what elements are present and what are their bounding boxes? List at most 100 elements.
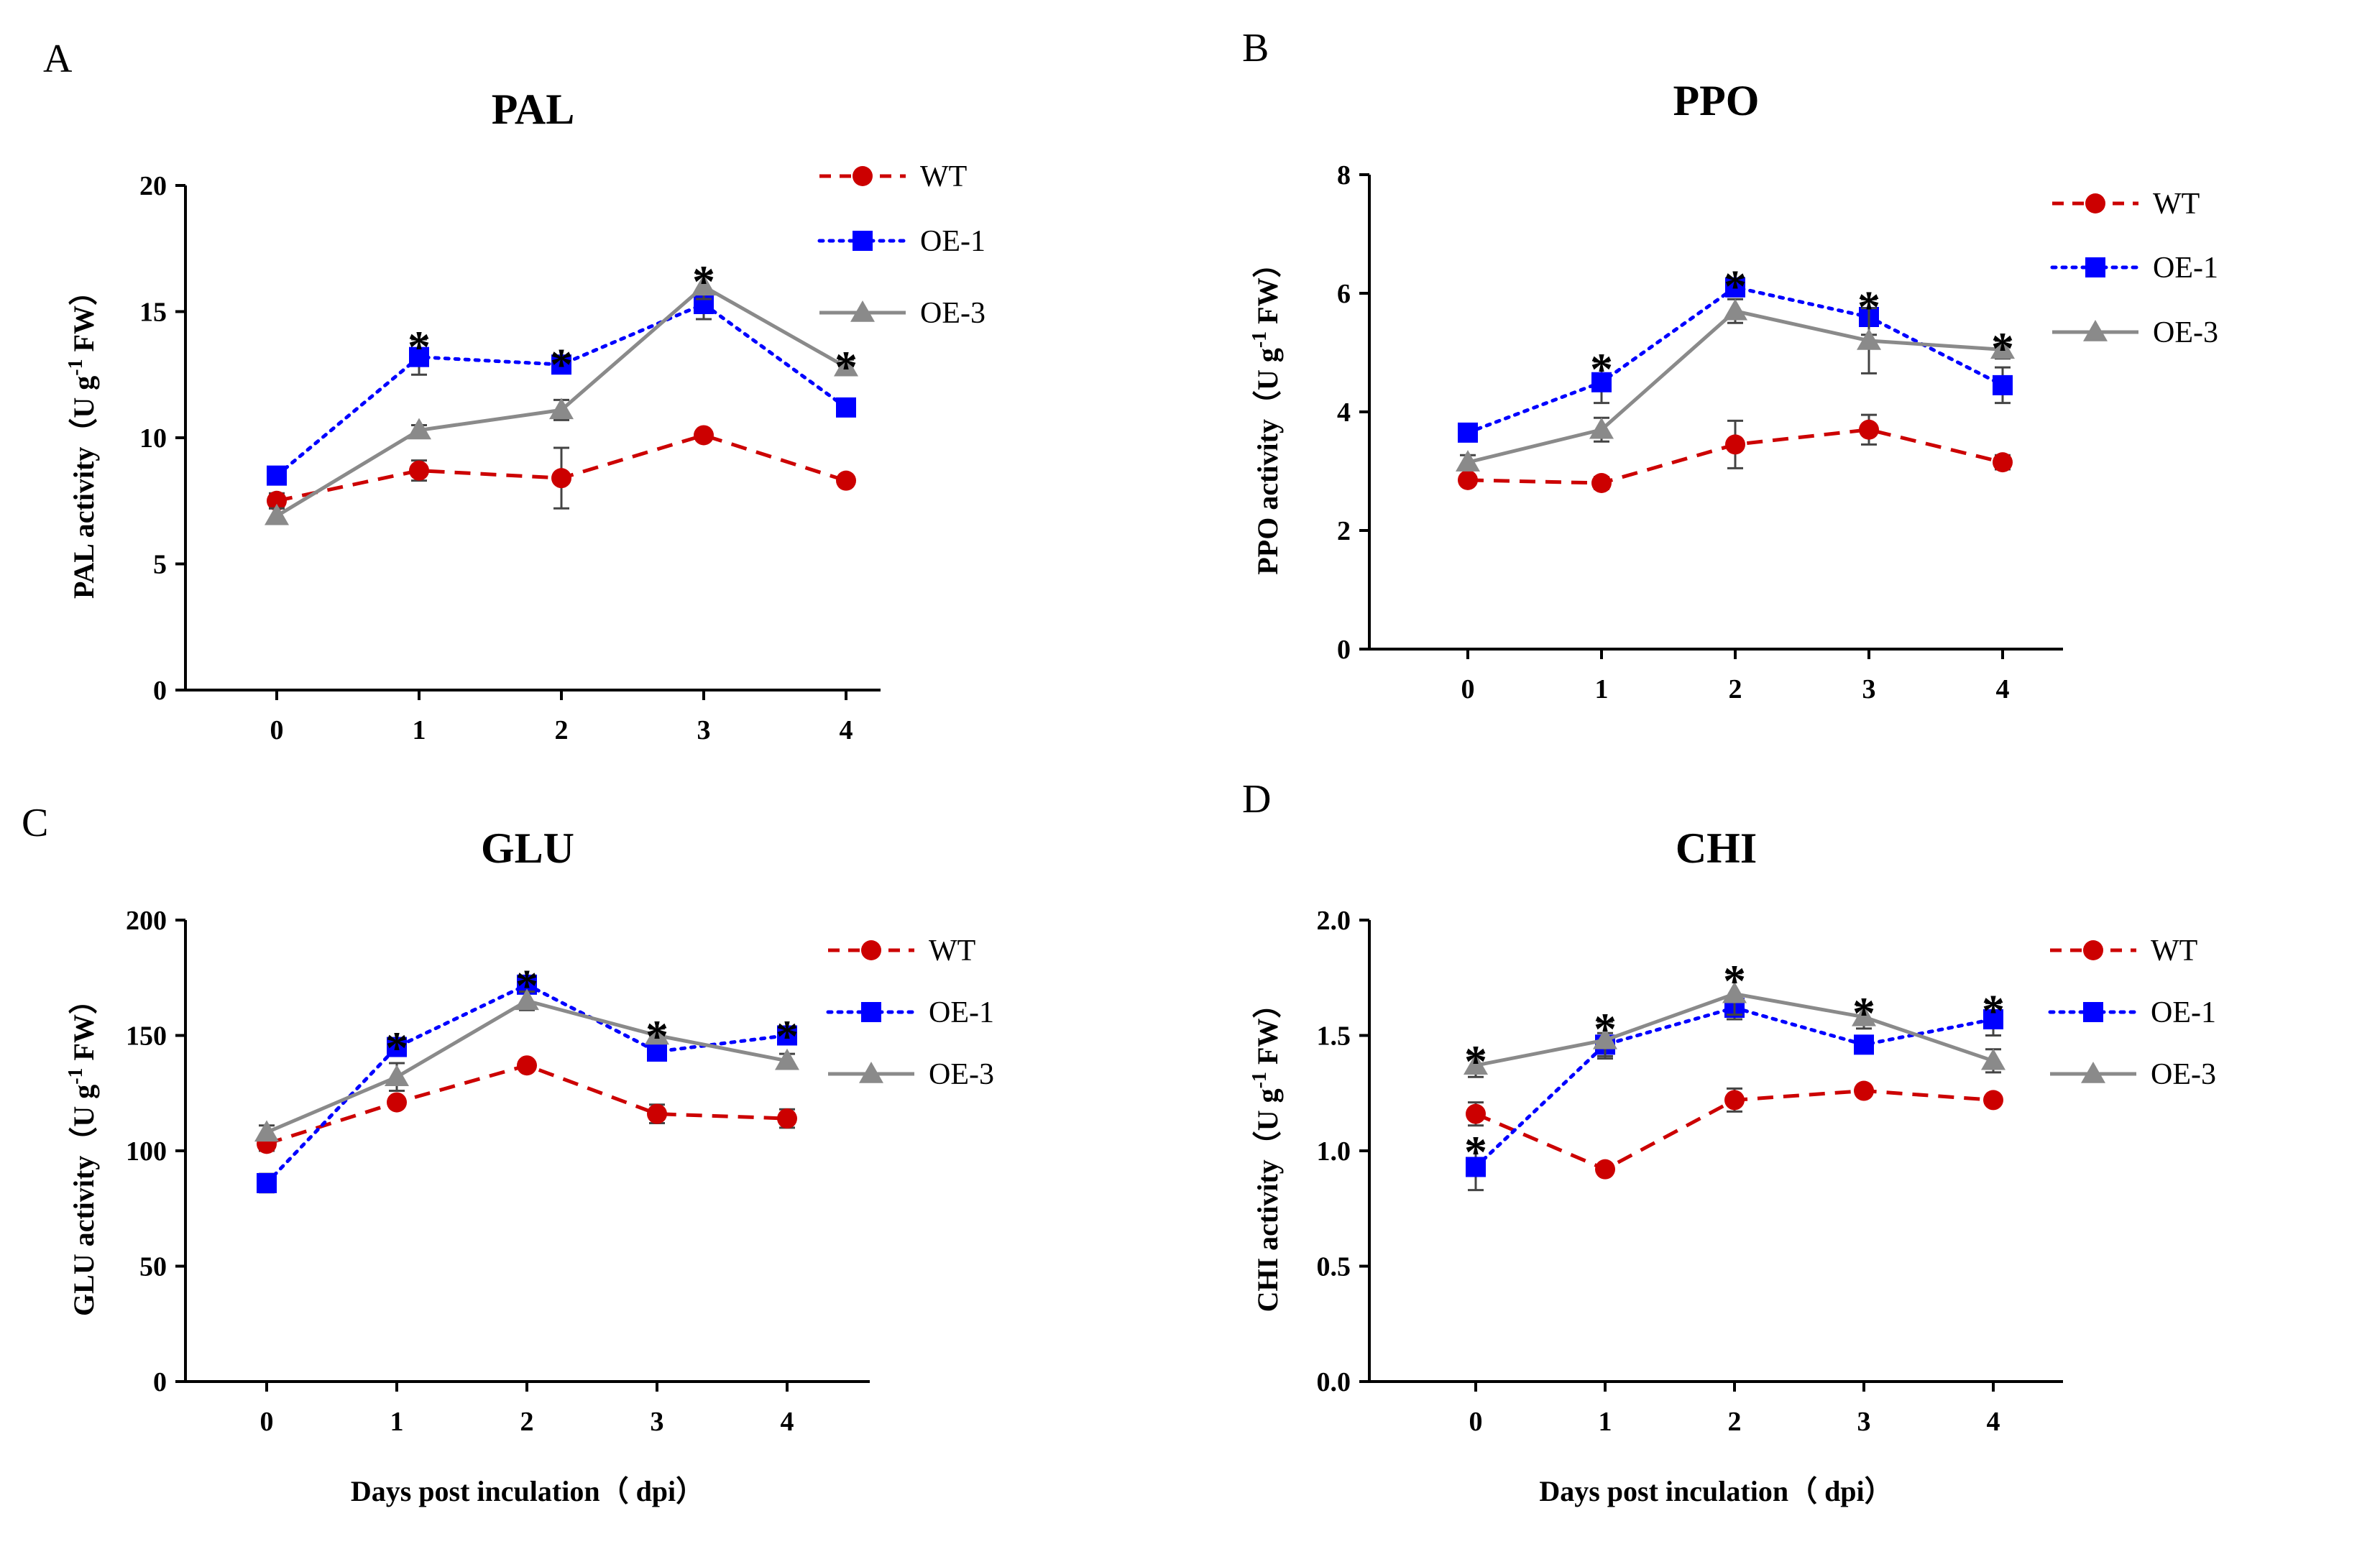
data-point [407,418,431,440]
data-point [1854,1034,1874,1055]
y-tick-label: 0 [1337,635,1351,665]
chart-panel-c: C GLU 0 50 100 150 200 0 1 2 3 4 GLU activity（U g-1 … [22,801,994,1507]
data-point [551,468,571,489]
x-tick-label: 3 [1857,1407,1871,1437]
y-tick-label: 1.0 [1317,1136,1351,1167]
data-point [1993,374,2013,395]
data-point [1466,1157,1486,1177]
legend-label: OE-1 [2153,252,2218,285]
x-tick-label: 3 [651,1407,664,1437]
legend-label: WT [920,160,967,193]
x-tick-label: 1 [1595,674,1609,704]
y-axis-label: PPO activity（U g-1 FW） [1249,249,1284,574]
data-point [1859,419,1879,440]
data-point [645,1023,669,1045]
data-point [1725,434,1745,455]
data-point [1990,337,2015,359]
data-point [1983,1009,2003,1030]
series-oe-3 [1456,298,2015,472]
x-tick-label: 0 [1469,1407,1483,1437]
legend-marker [853,231,873,251]
legend-marker [2081,1062,2105,1083]
y-tick-label: 4 [1337,398,1351,428]
x-tick-label: 3 [1862,674,1876,704]
y-tick-label: 2 [1337,516,1351,546]
data-point [385,1065,409,1087]
legend-marker [861,940,881,960]
data-point [1593,1027,1617,1049]
data-point [1466,1103,1486,1124]
significance-star: * [1464,1126,1487,1177]
x-axis-label: Days post inculation（ dpi） [1539,1475,1893,1507]
chart-title: CHI [1676,824,1757,872]
legend-label: OE-3 [920,297,985,330]
y-tick-label: 5 [153,550,167,580]
data-point [694,425,714,446]
chart-title: PPO [1673,77,1760,124]
data-point [267,490,287,511]
x-tick-label: 2 [1728,1407,1742,1437]
y-tick-label: 200 [126,906,167,936]
series-line [275,302,848,478]
x-tick-label: 2 [555,715,569,745]
panel-letter: A [43,37,73,81]
series-wt [267,425,856,511]
chart-panel-b: B PPO 0 2 4 6 8 0 1 2 3 4 PPO activity（U g-1 FW） * * * *… [1242,26,2218,704]
y-tick-label: 10 [139,423,167,454]
series-oe-3 [1464,972,2005,1078]
legend-label: WT [2151,934,2197,968]
x-tick-label: 4 [1996,674,2010,704]
data-point [409,346,429,367]
data-point [777,1108,797,1129]
significance-star: * [385,1022,408,1073]
significance-star: * [692,256,715,307]
series-line [266,1063,788,1146]
y-tick-label: 15 [139,298,167,328]
legend-marker [2085,193,2105,213]
significance-star: * [835,341,858,392]
data-point [1456,450,1480,472]
y-tick-label: 150 [126,1021,167,1052]
legend-marker [859,1062,883,1083]
legend-marker [2085,257,2105,277]
legend: WT OE-1 OE-3 [2048,934,2216,1091]
y-axis-label: CHI activity（U g-1 FW） [1249,990,1284,1313]
significance-star: * [1594,1003,1617,1054]
data-point [254,1120,279,1142]
significance-star: * [1857,281,1880,332]
significance-star: * [550,339,573,390]
chart-panel-d: D CHI 0.0 0.5 1.0 1.5 2.0 0 1 2 3 4 CHI activity（U g… [1242,777,2216,1507]
x-tick-label: 1 [1599,1407,1612,1437]
legend-marker [2083,1002,2103,1022]
data-point [257,1172,277,1193]
y-axis-label: GLU activity（U g-1 FW） [65,985,100,1316]
y-tick-label: 100 [126,1136,167,1167]
legend: WT OE-1 OE-3 [2050,188,2218,349]
significance-star: * [1723,955,1746,1006]
series-oe-1 [1458,277,2013,443]
legend-label: OE-1 [920,225,985,258]
significance-star: * [1991,323,2014,374]
data-point [836,397,856,418]
legend-label: OE-3 [2153,316,2218,349]
y-tick-label: 0.0 [1317,1367,1351,1397]
panel-letter: D [1242,777,1271,822]
legend-marker [850,300,875,322]
data-point [1722,981,1747,1003]
legend-label: OE-3 [929,1058,994,1091]
series-oe-3 [254,988,799,1142]
x-tick-label: 2 [1729,674,1742,704]
data-point [409,460,429,481]
series-line [265,983,789,1185]
legend-marker [2083,940,2103,960]
x-tick-label: 1 [390,1407,404,1437]
series-wt [1458,413,2013,493]
legend-marker [2083,320,2108,341]
significance-star: * [515,960,538,1011]
legend-label: OE-1 [2151,996,2216,1029]
significance-star: * [1982,985,2005,1037]
y-tick-label: 0.5 [1317,1252,1351,1282]
x-tick-label: 0 [270,715,284,745]
significance-star: * [645,1011,668,1062]
